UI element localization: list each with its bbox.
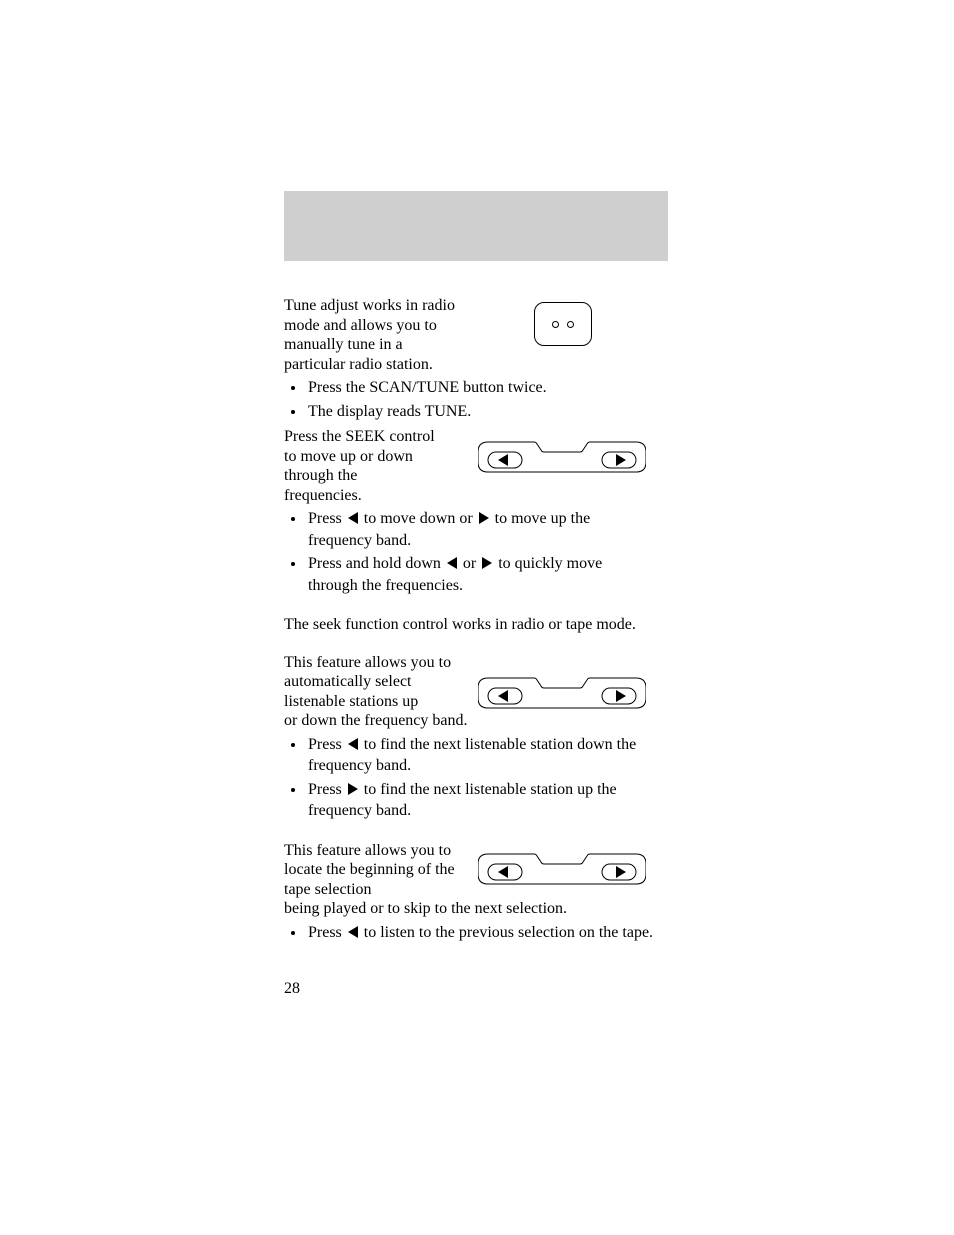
left-triangle-icon — [445, 556, 459, 576]
text: Press — [308, 510, 346, 527]
tune-intro: Tune adjust works in radio mode and allo… — [284, 296, 464, 374]
text: Press and hold down — [308, 555, 445, 572]
content: Tune adjust works in radio mode and allo… — [284, 296, 654, 950]
right-triangle-icon — [346, 782, 360, 802]
text: Press — [308, 924, 346, 941]
right-triangle-icon — [480, 556, 494, 576]
bullet-item: Press to listen to the previous selectio… — [306, 923, 654, 945]
seek-radio-bullets: Press to find the next listenable statio… — [284, 735, 654, 821]
seek-tape-intro: This feature allows you to locate the be… — [284, 841, 654, 919]
seek-radio-intro: This feature allows you to automatically… — [284, 653, 654, 731]
seek-function-intro: The seek function control works in radio… — [284, 615, 654, 635]
seek-press-intro: Press the SEEK control to move up or dow… — [284, 427, 439, 505]
bullet-item: Press to find the next listenable statio… — [306, 735, 654, 776]
bullet-item: The display reads TUNE. — [306, 402, 654, 422]
left-triangle-icon — [346, 511, 360, 531]
bullet-item: Press the SCAN/TUNE button twice. — [306, 378, 654, 398]
right-triangle-icon — [477, 511, 491, 531]
bullet-item: Press to find the next listenable statio… — [306, 780, 654, 821]
left-triangle-icon — [346, 737, 360, 757]
left-triangle-icon — [346, 925, 360, 945]
tune-bullets: Press the SCAN/TUNE button twice. The di… — [284, 378, 654, 421]
tune-seek-bullets: Press to move down or to move up the fre… — [284, 509, 654, 595]
seek-tape-intro-rest: being played or to skip to the next sele… — [284, 900, 567, 917]
page: Tune adjust works in radio mode and allo… — [0, 0, 954, 1235]
bullet-item: Press and hold down or to quickly move t… — [306, 554, 654, 595]
text: to move down or — [364, 510, 477, 527]
seek-radio-intro-rest: or down the frequency band. — [284, 712, 468, 729]
page-number: 28 — [284, 980, 300, 998]
text: Press — [308, 781, 346, 798]
header-band — [284, 191, 668, 261]
text: Press — [308, 736, 346, 753]
text: or — [463, 555, 480, 572]
seek-tape-bullets: Press to listen to the previous selectio… — [284, 923, 654, 945]
text: to listen to the previous selection on t… — [364, 924, 653, 941]
seek-tape-intro-narrow: This feature allows you to locate the be… — [284, 841, 469, 900]
seek-radio-intro-narrow: This feature allows you to automatically… — [284, 653, 469, 712]
bullet-item: Press to move down or to move up the fre… — [306, 509, 654, 550]
